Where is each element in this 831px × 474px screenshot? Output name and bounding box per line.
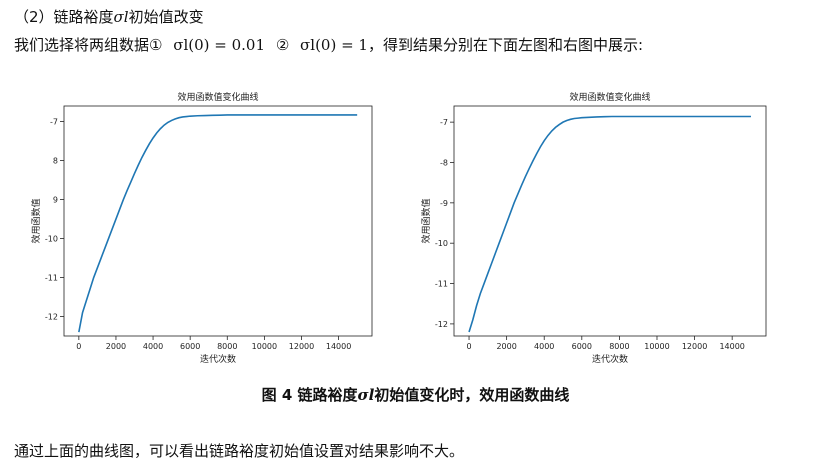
- x-tick-label: 4000: [143, 342, 163, 351]
- x-axis-label: 迭代次数: [592, 353, 628, 365]
- conclusion-sentence: 通过上面的曲线图，可以看出链路裕度初始值设置对结果影响不大。: [14, 442, 465, 460]
- x-axis-label: 迭代次数: [200, 353, 236, 365]
- y-tick-label: 8: [53, 157, 58, 166]
- x-tick-label: 6000: [180, 342, 200, 351]
- x-tick-label: 8000: [609, 342, 629, 351]
- y-tick-label: -12: [435, 320, 448, 329]
- y-tick-label: -10: [435, 239, 448, 248]
- caption-symbol: σl: [357, 386, 375, 404]
- circle-number-2: ②: [275, 36, 290, 54]
- equation-1: σl(0) = 0.01: [173, 36, 266, 54]
- y-tick-label: -7: [440, 118, 448, 127]
- heading-suffix: 初始值改变: [128, 8, 204, 26]
- x-tick-label: 4000: [534, 342, 554, 351]
- plot-frame: [63, 105, 373, 337]
- sentence-suffix: ，得到结果分别在下面左图和右图中展示:: [367, 36, 644, 54]
- x-tick-label: 0: [466, 342, 471, 351]
- y-axis-label: 效用函数值: [30, 198, 42, 243]
- heading-symbol: σl: [113, 8, 129, 26]
- x-tick-label: 14000: [326, 342, 351, 351]
- x-tick-label: 8000: [217, 342, 237, 351]
- section-heading: （2）链路裕度σl初始值改变: [14, 6, 204, 27]
- y-tick-label: -11: [435, 280, 448, 289]
- y-tick-label: -11: [45, 274, 58, 283]
- y-axis-ticks: -12 -11 -10 -9 -8 -7: [435, 118, 454, 329]
- x-tick-label: 6000: [572, 342, 592, 351]
- chart-title: 效用函数值变化曲线: [177, 91, 258, 103]
- y-tick-label: -9: [440, 199, 448, 208]
- heading-prefix: （2）链路裕度: [14, 8, 114, 26]
- x-tick-label: 10000: [644, 342, 669, 351]
- equation-2: σl(0) = 1: [300, 36, 368, 54]
- caption-suffix: 初始值变化时，效用函数曲线: [374, 386, 570, 404]
- y-axis-label: 效用函数值: [420, 198, 432, 243]
- intro-sentence: 我们选择将两组数据① σl(0) = 0.01 ② σl(0) = 1，得到结果…: [14, 34, 643, 55]
- y-tick-label: 9: [53, 196, 58, 205]
- y-tick-label: -10: [45, 235, 58, 244]
- y-axis-ticks: -12 -11 -10 9 8 -7: [45, 118, 64, 322]
- figure-caption: 图 4 链路裕度σl初始值变化时，效用函数曲线: [0, 384, 831, 405]
- x-axis-ticks: 0 2000 4000 6000 8000 10000 12000 14000: [466, 336, 745, 351]
- series-line: [468, 115, 751, 333]
- y-tick-label: -12: [45, 313, 58, 322]
- x-tick-label: 12000: [682, 342, 707, 351]
- x-tick-label: 0: [76, 342, 81, 351]
- chart-left: 效用函数值变化曲线 -12 -11 -10 9 8 -7 0 2000 4000 6000 800…: [30, 91, 373, 365]
- caption-prefix: 图 4 链路裕度: [261, 386, 358, 404]
- x-axis-ticks: 0 2000 4000 6000 8000 10000 12000 14000: [76, 336, 351, 351]
- sentence-prefix: 我们选择将两组数据①: [14, 36, 163, 54]
- x-tick-label: 2000: [496, 342, 516, 351]
- y-tick-label: -8: [440, 158, 448, 167]
- y-tick-label: -7: [50, 118, 58, 127]
- x-tick-label: 2000: [106, 342, 126, 351]
- chart-title: 效用函数值变化曲线: [569, 91, 650, 103]
- plot-frame: [453, 105, 767, 337]
- x-tick-label: 10000: [252, 342, 277, 351]
- x-tick-label: 12000: [289, 342, 314, 351]
- chart-right: 效用函数值变化曲线 -12 -11 -10 -9 -8 -7 0 2000 4000 6000 8…: [420, 91, 767, 365]
- series-line: [78, 114, 358, 333]
- x-tick-label: 14000: [719, 342, 744, 351]
